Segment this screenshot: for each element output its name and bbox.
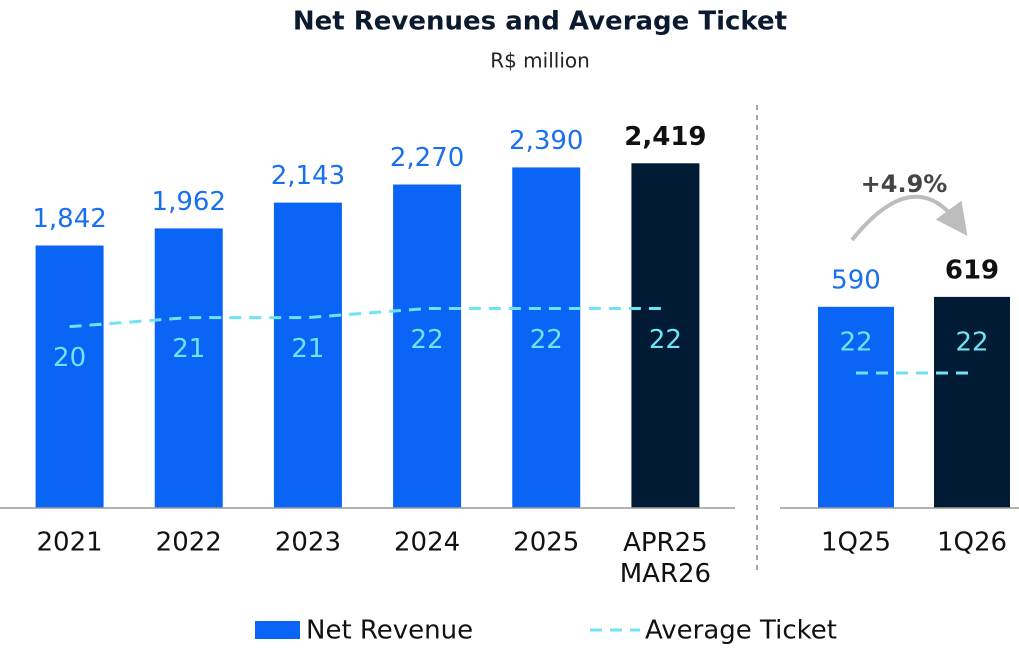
value-label: 1,962	[152, 187, 226, 217]
legend-label: Average Ticket	[645, 616, 837, 646]
average-ticket-label: 20	[53, 343, 86, 373]
value-label: 619	[945, 255, 999, 285]
average-ticket-label: 22	[955, 327, 988, 357]
bar	[35, 245, 104, 508]
value-label: 2,270	[390, 143, 464, 173]
bar	[512, 167, 581, 509]
x-tick-label: APR25 MAR26	[620, 528, 711, 589]
bar	[934, 296, 1010, 508]
value-label: 2,390	[509, 126, 583, 156]
value-label: 590	[831, 265, 881, 295]
growth-arrow	[850, 194, 968, 242]
x-tick-label: 2025	[513, 528, 579, 558]
value-label: 1,842	[32, 204, 106, 234]
average-ticket-label: 22	[411, 325, 444, 355]
bar	[393, 184, 462, 508]
legend-label: Net Revenue	[306, 616, 473, 646]
x-tick-label: 2022	[156, 528, 222, 558]
average-ticket-label: 21	[291, 334, 324, 364]
x-tick-label: 1Q26	[937, 528, 1007, 558]
chart-subtitle: R$ million	[490, 49, 590, 73]
legend-swatch	[255, 621, 300, 639]
average-ticket-label: 22	[839, 327, 872, 357]
average-ticket-label: 21	[172, 334, 205, 364]
growth-annotation: +4.9%	[861, 170, 948, 198]
x-tick-label: 2023	[275, 528, 341, 558]
bar	[273, 202, 342, 508]
average-ticket-label: 22	[530, 325, 563, 355]
value-label: 2,143	[271, 161, 345, 191]
bar	[818, 306, 894, 508]
bar	[154, 228, 223, 509]
bar	[631, 163, 700, 509]
average-ticket-label: 22	[649, 325, 682, 355]
x-tick-label: 2024	[394, 528, 460, 558]
x-tick-label: 2021	[36, 528, 102, 558]
chart-title: Net Revenues and Average Ticket	[293, 7, 787, 37]
x-tick-label: 1Q25	[821, 528, 891, 558]
value-label: 2,419	[624, 122, 706, 152]
